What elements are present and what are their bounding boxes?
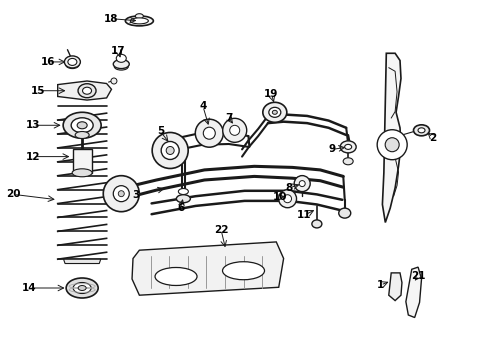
Text: 11: 11 — [296, 210, 311, 220]
Ellipse shape — [338, 208, 350, 218]
Text: 13: 13 — [26, 120, 41, 130]
Circle shape — [113, 186, 129, 202]
Ellipse shape — [114, 63, 128, 70]
Ellipse shape — [82, 87, 91, 94]
Ellipse shape — [417, 128, 424, 133]
Ellipse shape — [68, 58, 77, 66]
Ellipse shape — [64, 56, 80, 68]
Circle shape — [278, 190, 296, 208]
Polygon shape — [132, 242, 283, 295]
Circle shape — [294, 176, 309, 192]
Text: 17: 17 — [111, 46, 125, 56]
Text: 4: 4 — [199, 101, 206, 111]
Ellipse shape — [155, 267, 197, 285]
Polygon shape — [388, 273, 401, 301]
Circle shape — [152, 132, 188, 168]
Text: 1: 1 — [376, 280, 383, 290]
Ellipse shape — [311, 220, 321, 228]
Circle shape — [283, 195, 291, 203]
Ellipse shape — [71, 118, 93, 133]
Circle shape — [118, 191, 124, 197]
Ellipse shape — [75, 131, 89, 139]
Ellipse shape — [343, 158, 352, 165]
Ellipse shape — [413, 125, 428, 136]
Polygon shape — [405, 267, 421, 318]
Ellipse shape — [73, 283, 91, 293]
Ellipse shape — [130, 18, 148, 24]
Ellipse shape — [272, 110, 277, 114]
Text: 21: 21 — [410, 271, 425, 282]
Text: 19: 19 — [264, 89, 278, 99]
Ellipse shape — [65, 59, 79, 68]
Text: 14: 14 — [22, 283, 37, 293]
Text: 9: 9 — [328, 144, 335, 154]
Text: 5: 5 — [157, 126, 163, 136]
Circle shape — [203, 127, 215, 139]
Ellipse shape — [262, 102, 286, 122]
Circle shape — [385, 138, 398, 152]
Circle shape — [103, 176, 139, 212]
Circle shape — [166, 147, 174, 154]
Ellipse shape — [77, 122, 87, 129]
Ellipse shape — [66, 278, 98, 298]
Text: 8: 8 — [285, 183, 292, 193]
Circle shape — [222, 118, 246, 142]
Text: 22: 22 — [213, 225, 228, 235]
Ellipse shape — [268, 107, 280, 117]
Text: 18: 18 — [104, 14, 119, 24]
Text: 3: 3 — [132, 190, 139, 200]
Ellipse shape — [344, 144, 351, 149]
Text: 16: 16 — [41, 57, 55, 67]
Ellipse shape — [340, 141, 355, 153]
Polygon shape — [73, 149, 92, 173]
Text: 12: 12 — [26, 152, 41, 162]
Ellipse shape — [135, 14, 143, 19]
Circle shape — [111, 78, 117, 84]
Polygon shape — [63, 259, 101, 264]
Text: 15: 15 — [31, 86, 45, 96]
Ellipse shape — [222, 262, 264, 280]
Text: 6: 6 — [177, 203, 184, 213]
Text: 10: 10 — [272, 192, 286, 202]
Circle shape — [161, 141, 179, 159]
Circle shape — [229, 125, 239, 135]
Text: 2: 2 — [428, 132, 435, 143]
Circle shape — [376, 130, 407, 160]
Ellipse shape — [78, 84, 96, 98]
Ellipse shape — [113, 59, 129, 68]
Text: 20: 20 — [6, 189, 21, 199]
Circle shape — [299, 181, 305, 186]
Polygon shape — [58, 81, 111, 100]
Ellipse shape — [178, 189, 188, 194]
Ellipse shape — [116, 54, 126, 62]
Text: 7: 7 — [224, 113, 232, 123]
Polygon shape — [382, 53, 400, 222]
Circle shape — [195, 119, 223, 147]
Ellipse shape — [72, 169, 92, 177]
Ellipse shape — [176, 195, 190, 203]
Ellipse shape — [63, 112, 101, 138]
Ellipse shape — [78, 285, 86, 291]
Ellipse shape — [125, 16, 153, 26]
